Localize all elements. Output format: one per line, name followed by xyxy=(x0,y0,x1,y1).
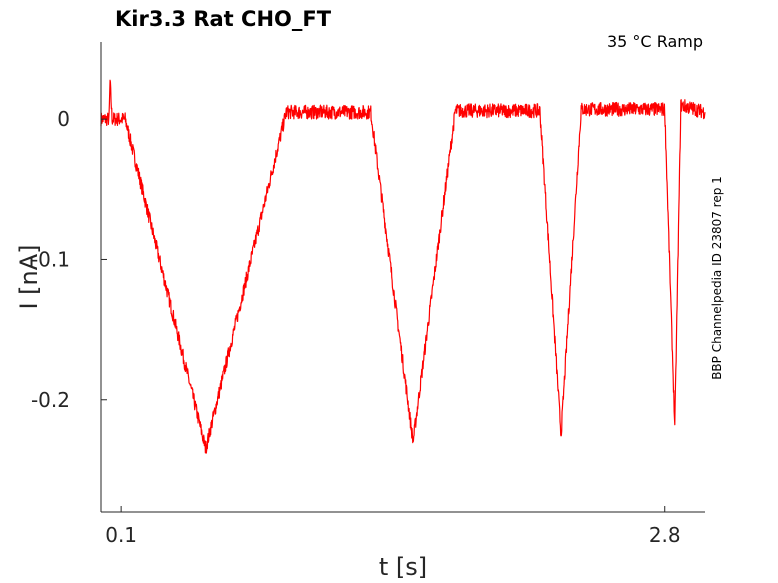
x-axis-label: t [s] xyxy=(379,553,427,581)
x-tick-label: 2.8 xyxy=(649,523,681,547)
x-ticks: 0.1 2.8 xyxy=(105,506,681,547)
y-tick-label: -0.1 xyxy=(31,247,70,271)
y-tick-label: 0 xyxy=(57,107,70,131)
y-tick-label: -0.2 xyxy=(31,388,70,412)
chart-annotation: 35 °C Ramp xyxy=(607,32,703,51)
side-label: BBP Channelpedia ID 23807 rep 1 xyxy=(710,176,724,380)
x-tick-label: 0.1 xyxy=(105,523,137,547)
y-ticks: 0 -0.1 -0.2 xyxy=(31,107,107,412)
chart-title: Kir3.3 Rat CHO_FT xyxy=(115,7,332,31)
current-trace xyxy=(100,79,706,454)
y-axis-label: I [nA] xyxy=(15,244,43,309)
plot-area xyxy=(100,79,706,454)
